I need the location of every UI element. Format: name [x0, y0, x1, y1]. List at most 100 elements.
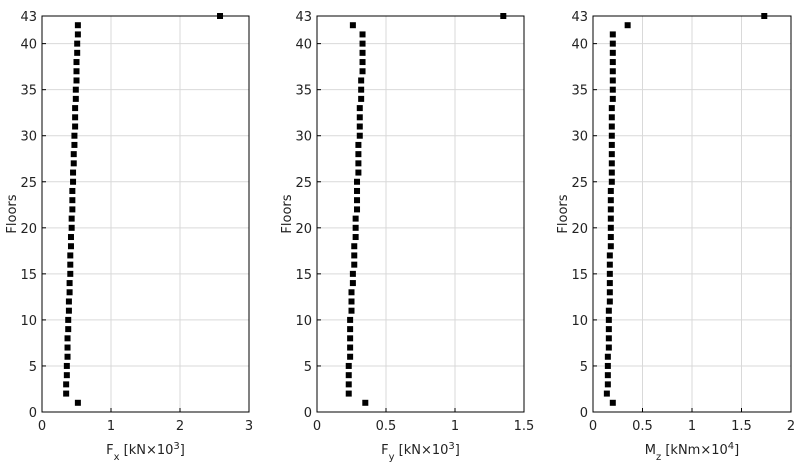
marker: [348, 307, 355, 314]
marker: [354, 178, 361, 185]
x-tick-label: 0.5: [632, 419, 653, 434]
marker: [355, 151, 362, 158]
marker: [609, 49, 616, 56]
x-axis-label-part: ]: [455, 443, 460, 458]
marker: [609, 95, 616, 102]
marker: [71, 132, 78, 139]
plot-frame: [41, 15, 250, 413]
y-tick-label: 15: [571, 268, 588, 283]
marker: [72, 105, 79, 112]
marker: [349, 22, 356, 29]
panel: 0 5 10 15 20 25 30 35 40 43 0 0.5 1 1.5 2 Floors Mz [kNm…: [556, 10, 795, 463]
marker: [63, 390, 70, 397]
x-tick-label: 2: [176, 419, 184, 434]
marker: [604, 381, 611, 388]
x-axis-label-part: ]: [180, 443, 185, 458]
marker: [69, 187, 76, 194]
marker: [67, 243, 74, 250]
marker: [72, 114, 79, 121]
x-axis-label-part: y: [389, 452, 395, 463]
marker: [67, 261, 74, 268]
marker: [609, 86, 616, 93]
marker: [356, 123, 363, 130]
marker: [70, 160, 77, 167]
marker: [355, 141, 362, 148]
marker: [607, 206, 614, 213]
marker: [607, 197, 614, 204]
panel: 0 5 10 15 20 25 30 35 40 43 0 0.5 1 1.5 Floors Fy [kN×1…: [280, 10, 534, 463]
y-tick-label: 40: [295, 38, 312, 53]
marker: [606, 289, 613, 296]
marker: [349, 270, 356, 277]
marker: [500, 13, 507, 19]
marker: [606, 280, 613, 287]
x-axis-label: Fy [kN×103]: [381, 441, 460, 463]
marker: [354, 197, 361, 204]
marker: [347, 344, 354, 351]
y-tick-label: 43: [20, 10, 37, 25]
y-axis-label: Floors: [5, 194, 20, 233]
y-tick-label: 5: [580, 360, 588, 375]
marker: [349, 280, 356, 287]
marker: [64, 335, 71, 342]
marker: [72, 123, 79, 130]
marker: [358, 77, 365, 84]
marker: [354, 206, 361, 213]
y-tick-label: 0: [580, 406, 588, 421]
marker: [65, 316, 72, 323]
x-tick-label: 2: [787, 419, 795, 434]
marker: [356, 114, 363, 121]
marker: [358, 86, 365, 93]
plot-frame: [592, 15, 792, 413]
marker: [605, 326, 612, 333]
marker: [606, 270, 613, 277]
y-tick-label: 10: [295, 314, 312, 329]
marker: [65, 307, 72, 314]
marker: [74, 31, 81, 38]
y-tick-label: 25: [571, 176, 588, 191]
marker: [605, 344, 612, 351]
marker: [67, 270, 74, 277]
marker: [74, 40, 81, 47]
marker: [603, 390, 610, 397]
y-tick-label: 30: [295, 130, 312, 145]
marker: [604, 362, 611, 369]
x-axis-label-part: x: [114, 452, 120, 463]
marker: [358, 95, 365, 102]
marker: [73, 68, 80, 75]
x-axis-label-part: 4: [728, 441, 734, 452]
marker: [352, 224, 359, 231]
marker: [359, 68, 366, 75]
marker: [362, 399, 369, 406]
marker: [347, 353, 354, 360]
marker: [351, 243, 358, 250]
x-axis-label-part: 3: [173, 441, 179, 452]
y-tick-label: 30: [20, 130, 37, 145]
marker: [67, 234, 74, 241]
marker: [607, 187, 614, 194]
marker: [608, 178, 615, 185]
x-axis-label-part: F: [106, 443, 113, 458]
y-tick-label: 40: [20, 38, 37, 53]
marker: [761, 13, 768, 19]
y-tick-label: 5: [29, 360, 37, 375]
x-axis-label: Fx [kN×103]: [106, 441, 185, 463]
marker: [70, 151, 77, 158]
x-axis-label-part: [kNm×10: [661, 443, 728, 458]
x-tick-label: 1: [107, 419, 115, 434]
marker: [72, 95, 79, 102]
marker: [348, 298, 355, 305]
marker: [351, 261, 358, 268]
marker: [609, 68, 616, 75]
x-tick-label: 0.5: [376, 419, 397, 434]
y-tick-label: 30: [571, 130, 588, 145]
y-tick-label: 35: [571, 84, 588, 99]
marker: [72, 86, 79, 93]
x-tick-label: 1: [451, 419, 459, 434]
marker: [68, 224, 75, 231]
y-tick-label: 15: [295, 268, 312, 283]
x-axis-label-part: ]: [734, 443, 739, 458]
marker: [605, 335, 612, 342]
